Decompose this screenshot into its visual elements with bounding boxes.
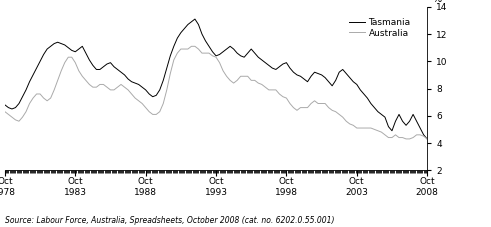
Australia <box>424 138 430 140</box>
Australia <box>270 89 275 91</box>
Australia <box>400 136 406 139</box>
Tasmania <box>400 120 406 123</box>
Australia <box>182 48 188 50</box>
Tasmania <box>182 27 188 30</box>
Australia <box>403 138 409 140</box>
Australia <box>44 99 50 102</box>
Text: Source: Labour Force, Australia, Spreadsheets, October 2008 (cat. no. 6202.0.55.: Source: Labour Force, Australia, Spreads… <box>5 216 334 225</box>
Australia <box>291 106 297 109</box>
Tasmania <box>270 67 275 69</box>
Tasmania <box>192 18 198 20</box>
Tasmania <box>291 71 297 74</box>
Tasmania <box>2 104 8 106</box>
Tasmania <box>44 48 50 50</box>
Tasmania <box>424 138 430 140</box>
Tasmania <box>101 65 107 68</box>
Line: Tasmania: Tasmania <box>5 19 427 139</box>
Line: Australia: Australia <box>5 46 427 139</box>
Australia <box>189 45 194 48</box>
Legend: Tasmania, Australia: Tasmania, Australia <box>345 15 414 41</box>
Australia <box>2 110 8 113</box>
Australia <box>101 83 107 86</box>
Text: %: % <box>433 0 442 4</box>
